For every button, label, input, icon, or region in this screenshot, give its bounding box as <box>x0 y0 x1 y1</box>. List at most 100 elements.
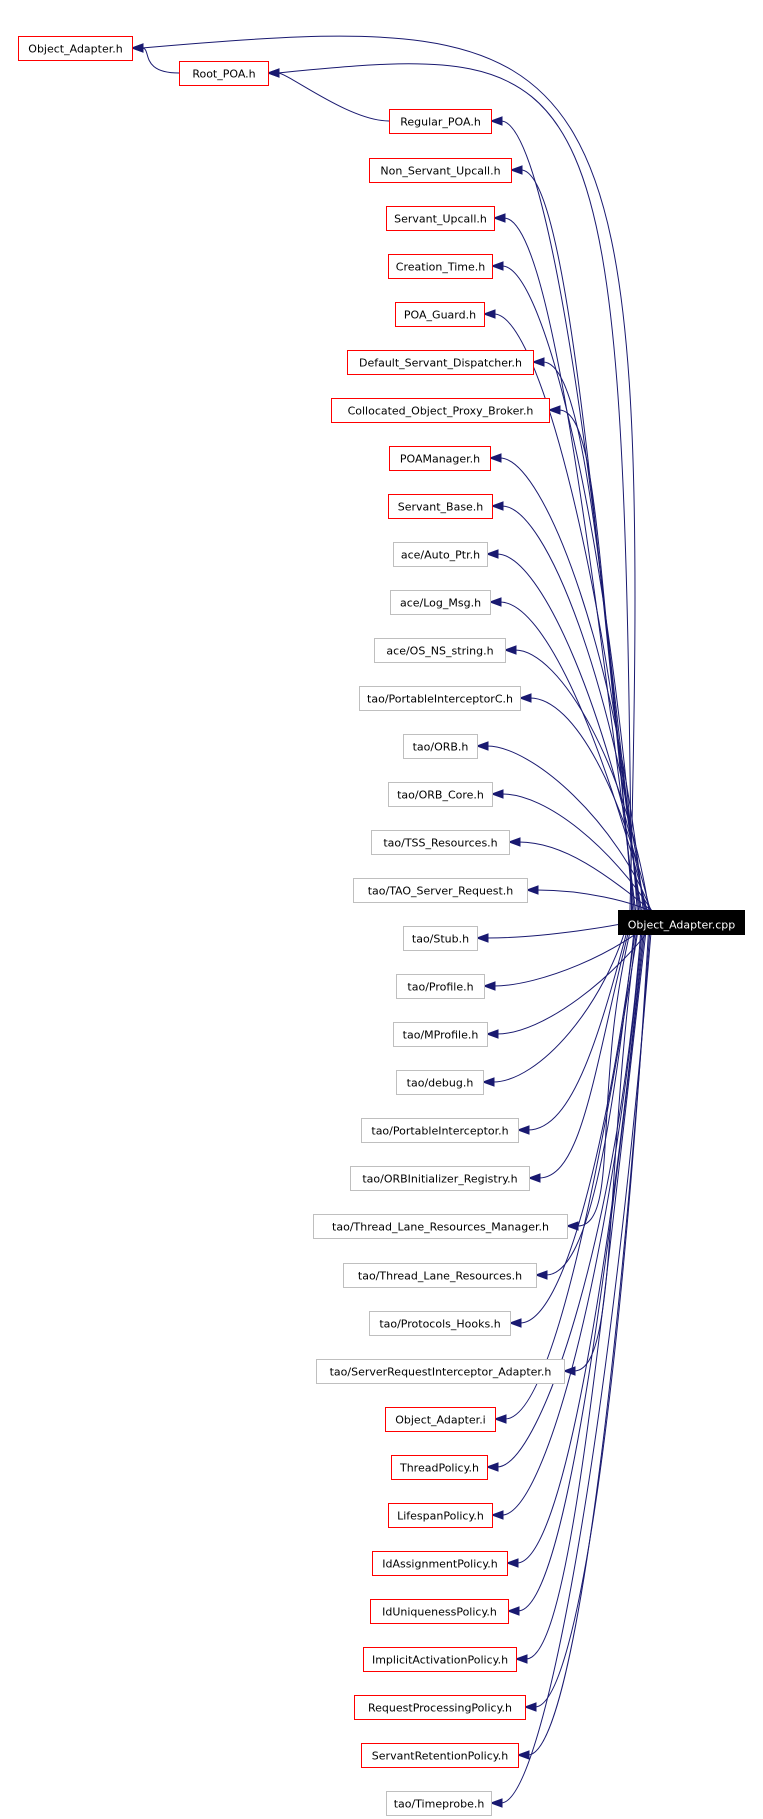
node-servantretentionpolicy-h[interactable]: ServantRetentionPolicy.h <box>361 1743 519 1768</box>
node-label: POAManager.h <box>400 453 480 466</box>
arrowhead-tao-tss-resources-h <box>507 837 521 847</box>
node-tao-portableinterceptorc-h[interactable]: tao/PortableInterceptorC.h <box>359 686 521 711</box>
node-box <box>388 494 493 519</box>
node-tao-profile-h[interactable]: tao/Profile.h <box>396 974 485 999</box>
node-box <box>391 1455 488 1480</box>
nodes-layer: Object_Adapter.h Root_POA.h Regular_POA.h N… <box>18 36 745 1816</box>
node-default-servant-dispatcher-h[interactable]: Default_Servant_Dispatcher.h <box>347 350 534 375</box>
edge-object-adapter-cpp-to-servantretentionpolicy-h <box>527 913 652 1756</box>
node-object-adapter-h[interactable]: Object_Adapter.h <box>18 36 133 61</box>
arrowhead-tao-profile-h <box>482 981 496 991</box>
node-object-adapter-cpp[interactable]: Object_Adapter.cpp <box>618 910 745 935</box>
node-label: tao/ServerRequestInterceptor_Adapter.h <box>330 1366 552 1379</box>
edge-object-adapter-cpp-to-non-servant-upcall-h <box>520 169 635 915</box>
edge-object-adapter-cpp-to-object-adapter-i <box>504 913 641 1420</box>
arrowhead-tao-thread-lane-resources-h <box>534 1270 548 1280</box>
node-label: ImplicitActivationPolicy.h <box>372 1654 508 1667</box>
node-box <box>403 734 478 759</box>
node-ace-os-ns-string-h[interactable]: ace/OS_NS_string.h <box>374 638 506 663</box>
node-tao-tss-resources-h[interactable]: tao/TSS_Resources.h <box>371 830 510 855</box>
node-tao-timeprobe-h[interactable]: tao/Timeprobe.h <box>386 1791 492 1816</box>
edge-object-adapter-cpp-to-poamanager-h <box>499 457 644 915</box>
node-label: Servant_Base.h <box>398 501 484 514</box>
node-object-adapter-i[interactable]: Object_Adapter.i <box>385 1407 496 1432</box>
node-label: tao/ORB.h <box>413 741 469 754</box>
node-box <box>350 1166 530 1191</box>
edge-object-adapter-cpp-to-requestprocessingpolicy-h <box>534 913 650 1708</box>
node-box <box>395 302 485 327</box>
arrowhead-tao-orbinitializer-registry-h <box>527 1173 541 1183</box>
node-box <box>353 878 528 903</box>
arrowhead-object-adapter-h <box>130 43 144 53</box>
edge-object-adapter-cpp-to-lifespanpolicy-h <box>501 913 644 1516</box>
node-iduniquenesspolicy-h[interactable]: IdUniquenessPolicy.h <box>370 1599 509 1624</box>
node-label: tao/TAO_Server_Request.h <box>368 885 514 898</box>
node-label: Root_POA.h <box>192 68 255 81</box>
node-box <box>388 254 493 279</box>
edge-object-adapter-cpp-to-default-servant-dispatcher-h <box>542 361 641 915</box>
node-tao-orb-h[interactable]: tao/ORB.h <box>403 734 478 759</box>
arrowhead-tao-tao-server-request-h <box>525 885 539 895</box>
node-tao-orbinitializer-registry-h[interactable]: tao/ORBInitializer_Registry.h <box>350 1166 530 1191</box>
node-servant-base-h[interactable]: Servant_Base.h <box>388 494 493 519</box>
node-label: tao/debug.h <box>407 1077 474 1090</box>
node-lifespanpolicy-h[interactable]: LifespanPolicy.h <box>388 1503 493 1528</box>
node-tao-protocols-hooks-h[interactable]: tao/Protocols_Hooks.h <box>369 1311 511 1336</box>
node-box <box>18 36 133 61</box>
arrowhead-tao-portableinterceptorc-h <box>518 693 532 703</box>
node-box <box>359 686 521 711</box>
arrowhead-servant-upcall-h <box>492 213 506 223</box>
node-label: tao/MProfile.h <box>403 1029 479 1042</box>
node-regular-poa-h[interactable]: Regular_POA.h <box>389 109 492 134</box>
node-ace-log-msg-h[interactable]: ace/Log_Msg.h <box>390 590 491 615</box>
arrowhead-root-poa-h <box>266 68 280 78</box>
node-collocated-object-proxy-broker-h[interactable]: Collocated_Object_Proxy_Broker.h <box>331 398 550 423</box>
node-threadpolicy-h[interactable]: ThreadPolicy.h <box>391 1455 488 1480</box>
arrowhead-poa-guard-h <box>482 309 496 319</box>
node-poamanager-h[interactable]: POAManager.h <box>389 446 491 471</box>
node-box <box>388 1503 493 1528</box>
node-ace-auto-ptr-h[interactable]: ace/Auto_Ptr.h <box>393 542 488 567</box>
node-box <box>403 926 478 951</box>
node-label: ThreadPolicy.h <box>399 1462 479 1475</box>
node-box <box>343 1263 537 1288</box>
arrowhead-poamanager-h <box>488 453 502 463</box>
node-tao-debug-h[interactable]: tao/debug.h <box>396 1070 484 1095</box>
node-non-servant-upcall-h[interactable]: Non_Servant_Upcall.h <box>369 158 512 183</box>
node-label: tao/Timeprobe.h <box>394 1798 485 1811</box>
node-implicitactivationpolicy-h[interactable]: ImplicitActivationPolicy.h <box>363 1647 517 1672</box>
node-poa-guard-h[interactable]: POA_Guard.h <box>395 302 485 327</box>
node-box <box>347 350 534 375</box>
node-tao-tao-server-request-h[interactable]: tao/TAO_Server_Request.h <box>353 878 528 903</box>
node-tao-serverrequestinterceptor-adapter-h[interactable]: tao/ServerRequestInterceptor_Adapter.h <box>316 1359 565 1384</box>
node-box <box>393 1022 488 1047</box>
edge-object-adapter-cpp-to-tao-tao-server-request-h <box>536 889 658 915</box>
node-box <box>313 1214 568 1239</box>
node-box <box>396 1070 484 1095</box>
node-root-poa-h[interactable]: Root_POA.h <box>179 61 269 86</box>
node-tao-thread-lane-resources-manager-h[interactable]: tao/Thread_Lane_Resources_Manager.h <box>313 1214 568 1239</box>
edge-root-poa-h-to-object-adapter-h <box>141 47 180 74</box>
arrowhead-implicitactivationpolicy-h <box>514 1654 528 1664</box>
node-tao-thread-lane-resources-h[interactable]: tao/Thread_Lane_Resources.h <box>343 1263 537 1288</box>
node-tao-mprofile-h[interactable]: tao/MProfile.h <box>393 1022 488 1047</box>
arrowhead-tao-thread-lane-resources-manager-h <box>565 1221 579 1231</box>
node-label: IdUniquenessPolicy.h <box>382 1606 497 1619</box>
node-label: ace/Log_Msg.h <box>400 597 481 610</box>
node-box <box>363 1647 517 1672</box>
edge-object-adapter-cpp-to-tao-orb-h <box>486 745 653 915</box>
node-tao-orb-core-h[interactable]: tao/ORB_Core.h <box>388 782 493 807</box>
node-creation-time-h[interactable]: Creation_Time.h <box>388 254 493 279</box>
node-tao-portableinterceptor-h[interactable]: tao/PortableInterceptor.h <box>361 1118 519 1143</box>
node-tao-stub-h[interactable]: tao/Stub.h <box>403 926 478 951</box>
node-servant-upcall-h[interactable]: Servant_Upcall.h <box>386 206 495 231</box>
node-idassignmentpolicy-h[interactable]: IdAssignmentPolicy.h <box>372 1551 508 1576</box>
node-label: Collocated_Object_Proxy_Broker.h <box>348 405 534 418</box>
node-box <box>371 830 510 855</box>
node-box <box>316 1359 565 1384</box>
node-label: tao/ORBInitializer_Registry.h <box>362 1173 517 1186</box>
node-requestprocessingpolicy-h[interactable]: RequestProcessingPolicy.h <box>354 1695 526 1720</box>
node-box <box>354 1695 526 1720</box>
edge-object-adapter-cpp-to-tao-portableinterceptorc-h <box>529 697 652 915</box>
node-label: Default_Servant_Dispatcher.h <box>359 357 522 370</box>
